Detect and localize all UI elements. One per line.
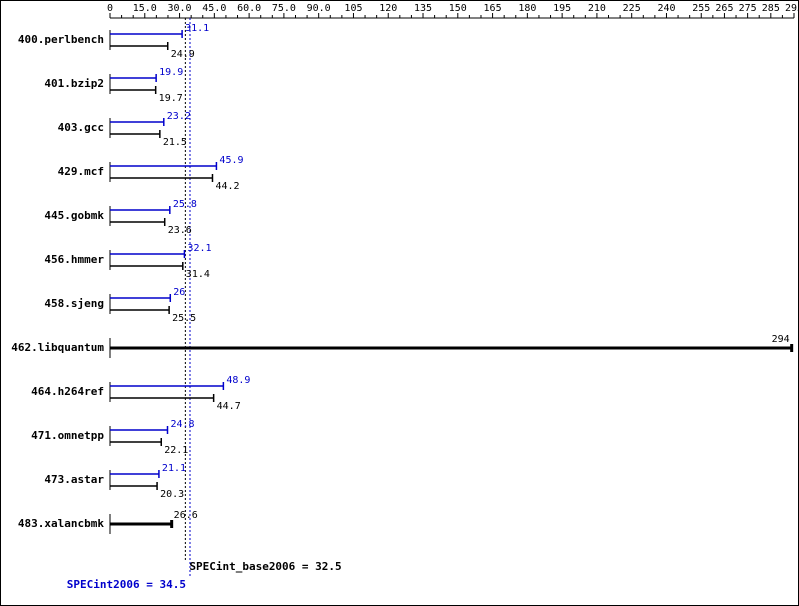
value-label-base: 44.2 [215, 181, 239, 192]
value-label-peak: 21.1 [162, 463, 186, 474]
value-label-peak: 45.9 [219, 155, 243, 166]
tick-label: 210 [588, 3, 606, 14]
value-label-base: 23.6 [168, 225, 192, 236]
tick-label: 90.0 [307, 3, 331, 14]
value-label-peak: 25.8 [173, 199, 197, 210]
value-label-base: 24.9 [171, 49, 195, 60]
tick-label: 295 [785, 3, 799, 14]
value-label: 26.6 [174, 510, 198, 521]
value-label-base: 21.5 [163, 137, 187, 148]
tick-label: 275 [739, 3, 757, 14]
tick-label: 195 [553, 3, 571, 14]
benchmark-label: 403.gcc [58, 121, 104, 134]
benchmark-label: 401.bzip2 [44, 77, 104, 90]
tick-label: 15.0 [133, 3, 157, 14]
value-label-peak: 26 [173, 287, 185, 298]
tick-label: 180 [518, 3, 536, 14]
value-label-peak: 31.1 [185, 23, 209, 34]
value-label-base: 19.7 [159, 93, 183, 104]
value-label-peak: 24.8 [171, 419, 195, 430]
chart-svg: 0 15.0 30.0 45.0 60.0 75.0 90.0 105 120 135 150 165… [0, 0, 799, 606]
tick-label: 255 [692, 3, 710, 14]
value-label-base: 25.5 [172, 313, 196, 324]
benchmark-label: 400.perlbench [18, 33, 104, 46]
benchmark-label: 473.astar [44, 473, 104, 486]
tick-label: 150 [449, 3, 467, 14]
value-label-base: 44.7 [217, 401, 241, 412]
benchmark-label: 456.hmmer [44, 253, 104, 266]
value-label-peak: 48.9 [226, 375, 250, 386]
spec-chart: 0 15.0 30.0 45.0 60.0 75.0 90.0 105 120 135 150 165… [0, 0, 799, 606]
tick-label: 75.0 [272, 3, 296, 14]
tick-label: 105 [344, 3, 362, 14]
benchmark-label: 445.gobmk [44, 209, 104, 222]
tick-label: 60.0 [237, 3, 261, 14]
benchmark-label: 462.libquantum [11, 341, 104, 354]
benchmark-label: 429.mcf [58, 165, 104, 178]
tick-label: 240 [657, 3, 675, 14]
tick-label: 135 [414, 3, 432, 14]
tick-label: 45.0 [202, 3, 226, 14]
value-label-base: 31.4 [186, 269, 210, 280]
peak-score-label: SPECint2006 = 34.5 [67, 578, 186, 591]
value-label-peak: 23.2 [167, 111, 191, 122]
tick-label: 120 [379, 3, 397, 14]
tick-label: 0 [107, 3, 113, 14]
benchmark-label: 464.h264ref [31, 385, 104, 398]
chart-border [1, 1, 799, 606]
benchmark-label: 458.sjeng [44, 297, 104, 310]
value-label-base: 20.3 [160, 489, 184, 500]
base-score-label: SPECint_base2006 = 32.5 [189, 560, 341, 573]
benchmark-label: 471.omnetpp [31, 429, 104, 442]
value-label: 294 [772, 334, 790, 345]
benchmark-label: 483.xalancbmk [18, 517, 104, 530]
tick-label: 165 [484, 3, 502, 14]
tick-label: 30.0 [168, 3, 192, 14]
tick-label: 225 [623, 3, 641, 14]
value-label-peak: 32.1 [187, 243, 211, 254]
value-label-base: 22.1 [164, 445, 188, 456]
tick-label: 285 [762, 3, 780, 14]
value-label-peak: 19.9 [159, 67, 183, 78]
tick-label: 265 [715, 3, 733, 14]
